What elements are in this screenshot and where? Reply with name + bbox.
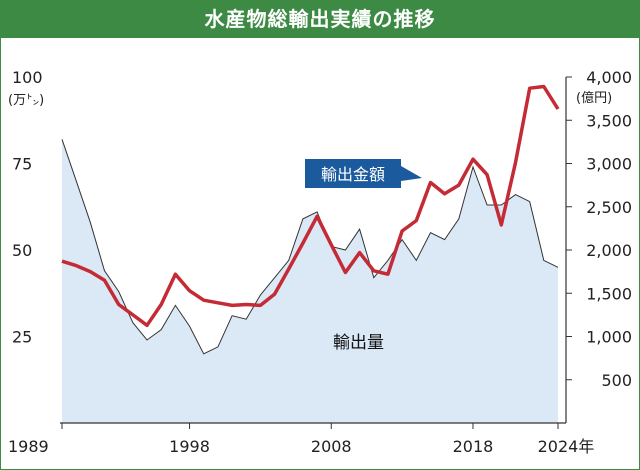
- callout-box: [305, 159, 422, 188]
- plot-area: [61, 84, 560, 424]
- right-tick-label: 1,000: [586, 328, 632, 347]
- left-tick-label: 75: [12, 155, 32, 174]
- x-tick-label: 2018: [453, 437, 494, 456]
- export-volume-outline: [61, 139, 559, 355]
- x-tick-label: 1989: [8, 437, 49, 456]
- right-ticks: 4,000 3,500 3,000 2,500 2,000 1,500 1,000 500: [566, 68, 632, 390]
- x-tick-label: 2008: [311, 437, 352, 456]
- export-volume-area: [62, 139, 558, 424]
- x-ticks: 1989 1998 2008 2018 2024年: [8, 423, 594, 456]
- right-tick-label: 2,000: [586, 241, 632, 260]
- left-tick-label: 100: [12, 68, 43, 87]
- chart-title: 水産物総輸出実績の推移: [0, 0, 640, 38]
- right-axis-unit: (億円): [576, 90, 612, 106]
- right-tick-label: 3,500: [586, 111, 632, 130]
- x-tick-label: 1998: [169, 437, 210, 456]
- x-tick-label: 2024年: [538, 437, 595, 456]
- right-tick-label: 4,000: [586, 68, 632, 87]
- area-label: 輸出量: [333, 333, 384, 353]
- right-tick-label: 3,000: [586, 155, 632, 174]
- line-label-callout: 輸出金額: [305, 159, 422, 188]
- right-tick-label: 1,500: [586, 284, 632, 303]
- left-axis-unit: (万㌧): [8, 93, 44, 108]
- left-tick-label: 25: [12, 328, 32, 347]
- right-tick-label: 500: [601, 371, 632, 390]
- export-value-line: [61, 84, 560, 328]
- line-label: 輸出金額: [321, 165, 385, 184]
- right-tick-label: 2,500: [586, 198, 632, 217]
- left-ticks: 100 75 50 25: [12, 68, 43, 347]
- left-tick-label: 50: [12, 241, 32, 260]
